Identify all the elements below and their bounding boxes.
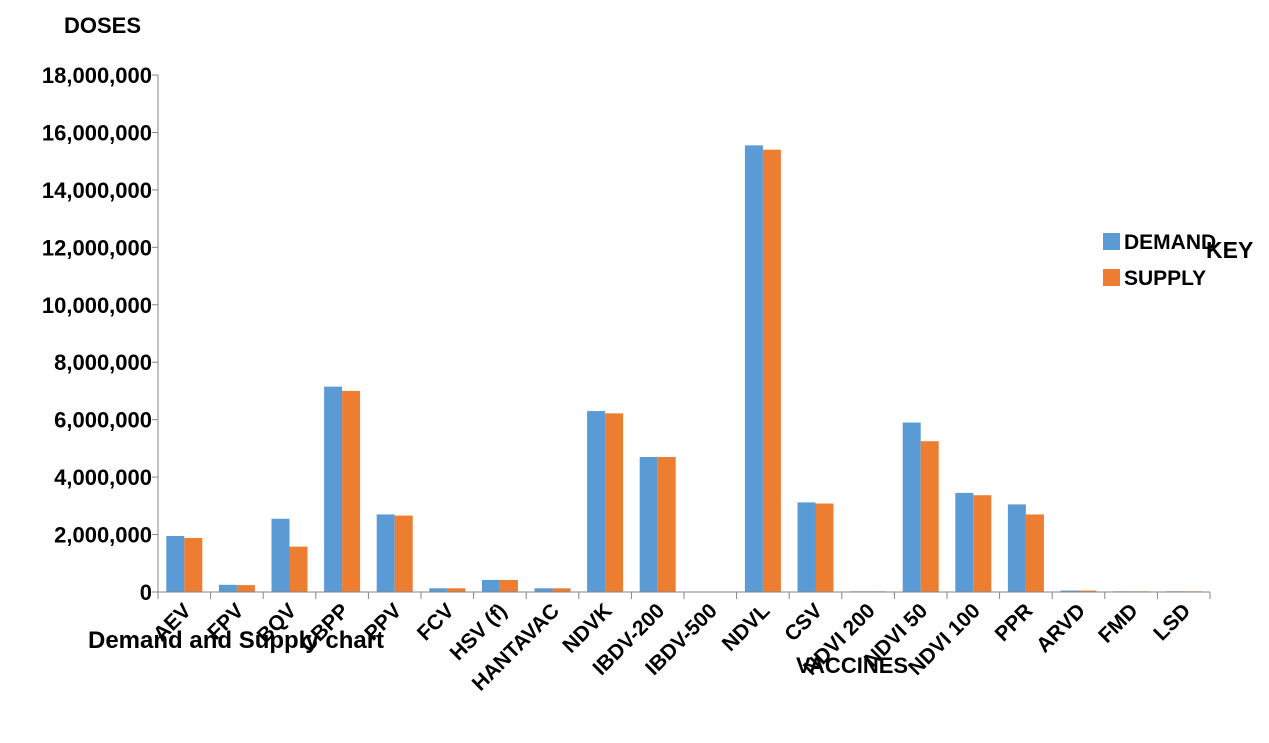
y-tick-label: 4,000,000 <box>54 465 152 490</box>
bar-supply <box>552 588 571 592</box>
bar-demand <box>481 579 500 592</box>
bar-demand <box>1007 504 1026 592</box>
bar-demand <box>218 584 237 592</box>
bar-supply <box>1025 514 1044 592</box>
y-axis: 0 2,000,000 4,000,000 6,000,000 8,000,000 10,… <box>42 63 159 605</box>
legend-entry: DEMAND <box>1124 231 1216 254</box>
bar-supply <box>184 538 203 592</box>
legend-swatch <box>1103 269 1120 286</box>
legend-swatch <box>1103 233 1120 250</box>
y-tick-label: 14,000,000 <box>42 178 152 203</box>
bar-supply <box>394 515 413 592</box>
x-tick-label: FMD <box>1094 599 1142 647</box>
legend-entry: SUPPLY <box>1124 267 1206 290</box>
legend: DEMAND SUPPLY <box>1103 231 1216 290</box>
bar-supply <box>920 441 939 592</box>
bar-supply <box>973 495 992 592</box>
bars <box>166 145 1202 592</box>
bar-demand <box>534 588 553 592</box>
bar-demand <box>376 514 395 592</box>
x-tick-label: FCV <box>413 599 459 645</box>
x-tick-label: CSV <box>780 599 827 646</box>
y-axis-label: DOSES <box>64 13 141 38</box>
x-tick-label: ARVD <box>1032 599 1090 657</box>
y-tick-label: 16,000,000 <box>42 120 152 145</box>
bar-demand <box>166 535 185 592</box>
y-tick-label: 10,000,000 <box>42 293 152 318</box>
bar-demand <box>955 492 974 592</box>
bar-supply <box>657 457 676 592</box>
bar-supply <box>815 503 834 592</box>
bar-demand <box>271 518 290 592</box>
bar-supply <box>236 585 255 592</box>
bar-demand <box>1060 590 1079 592</box>
chart-title: Demand and Supply chart <box>88 627 384 654</box>
bar-supply <box>289 546 308 592</box>
bar-demand <box>324 386 343 592</box>
x-tick-label: PPR <box>991 599 1038 646</box>
x-tick-label: LSD <box>1149 599 1195 645</box>
y-tick-label: 6,000,000 <box>54 408 152 433</box>
y-tick-label: 8,000,000 <box>54 350 152 375</box>
bar-supply <box>605 413 624 592</box>
bar-demand <box>639 457 658 592</box>
bar-demand <box>587 411 606 592</box>
bar-demand <box>744 145 763 592</box>
bar-supply <box>499 579 518 592</box>
bar-supply <box>1078 590 1097 592</box>
y-tick-label: 18,000,000 <box>42 63 152 88</box>
bar-demand <box>902 422 921 592</box>
y-tick-label: 2,000,000 <box>54 523 152 548</box>
legend-title: KEY <box>1206 237 1253 263</box>
bar-supply <box>762 149 781 592</box>
bar-supply <box>342 390 361 592</box>
bar-demand <box>429 588 448 592</box>
y-tick-label: 12,000,000 <box>42 235 152 260</box>
x-axis-label: VACCINES <box>796 653 908 678</box>
bar-demand <box>797 502 816 592</box>
x-tick-label: NDVL <box>718 599 775 656</box>
y-tick-label: 0 <box>140 580 152 605</box>
bar-supply <box>447 588 466 592</box>
